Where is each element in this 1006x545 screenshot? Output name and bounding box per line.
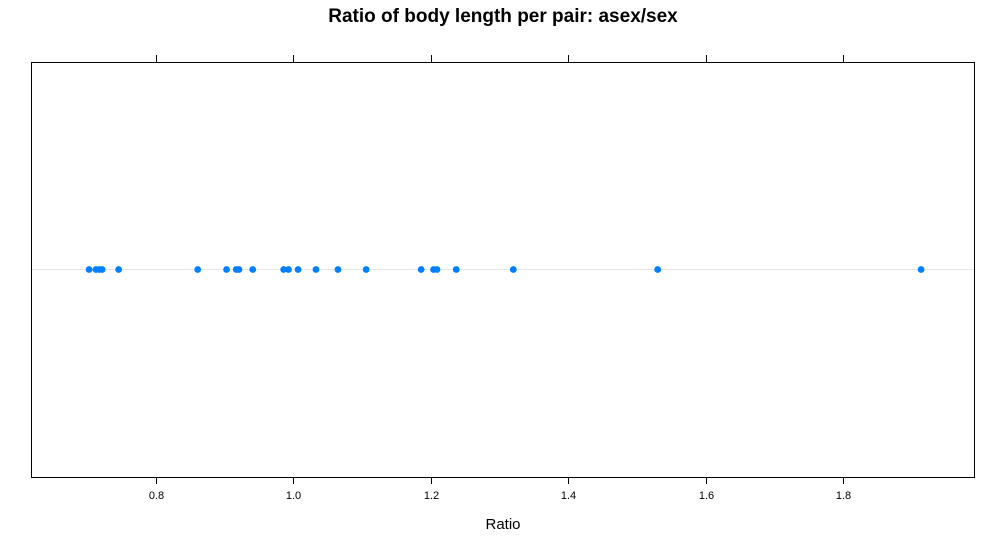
data-point — [249, 266, 257, 273]
data-point — [362, 266, 370, 273]
data-point — [509, 266, 517, 273]
x-axis-label: Ratio — [485, 516, 520, 533]
data-point — [433, 266, 441, 273]
data-point — [917, 266, 925, 273]
data-point — [294, 266, 302, 273]
data-point — [235, 266, 243, 273]
data-point — [312, 266, 320, 273]
data-point — [285, 266, 292, 273]
chart-title: Ratio of body length per pair: asex/sex — [328, 6, 678, 27]
x-tick-label: 1.6 — [699, 490, 714, 502]
data-point — [223, 266, 230, 273]
data-point — [417, 266, 425, 273]
x-tick-label: 1.8 — [836, 490, 851, 502]
plot-frame — [31, 62, 975, 478]
data-point — [654, 266, 662, 273]
data-point — [452, 266, 460, 273]
x-tick-label: 1.0 — [286, 490, 301, 502]
data-point — [334, 266, 342, 273]
x-tick-label: 1.2 — [424, 490, 439, 502]
x-tick-label: 0.8 — [149, 490, 164, 502]
bottom-axis-ticks — [156, 477, 844, 484]
x-axis-tick-labels: 0.8 1.0 1.2 1.4 1.6 1.8 — [149, 490, 851, 502]
data-point — [98, 266, 106, 273]
data-point — [115, 266, 123, 273]
data-point — [85, 266, 93, 273]
top-axis-ticks — [156, 55, 844, 62]
data-point — [194, 266, 202, 273]
x-tick-label: 1.4 — [561, 490, 576, 502]
data-points — [85, 266, 925, 273]
